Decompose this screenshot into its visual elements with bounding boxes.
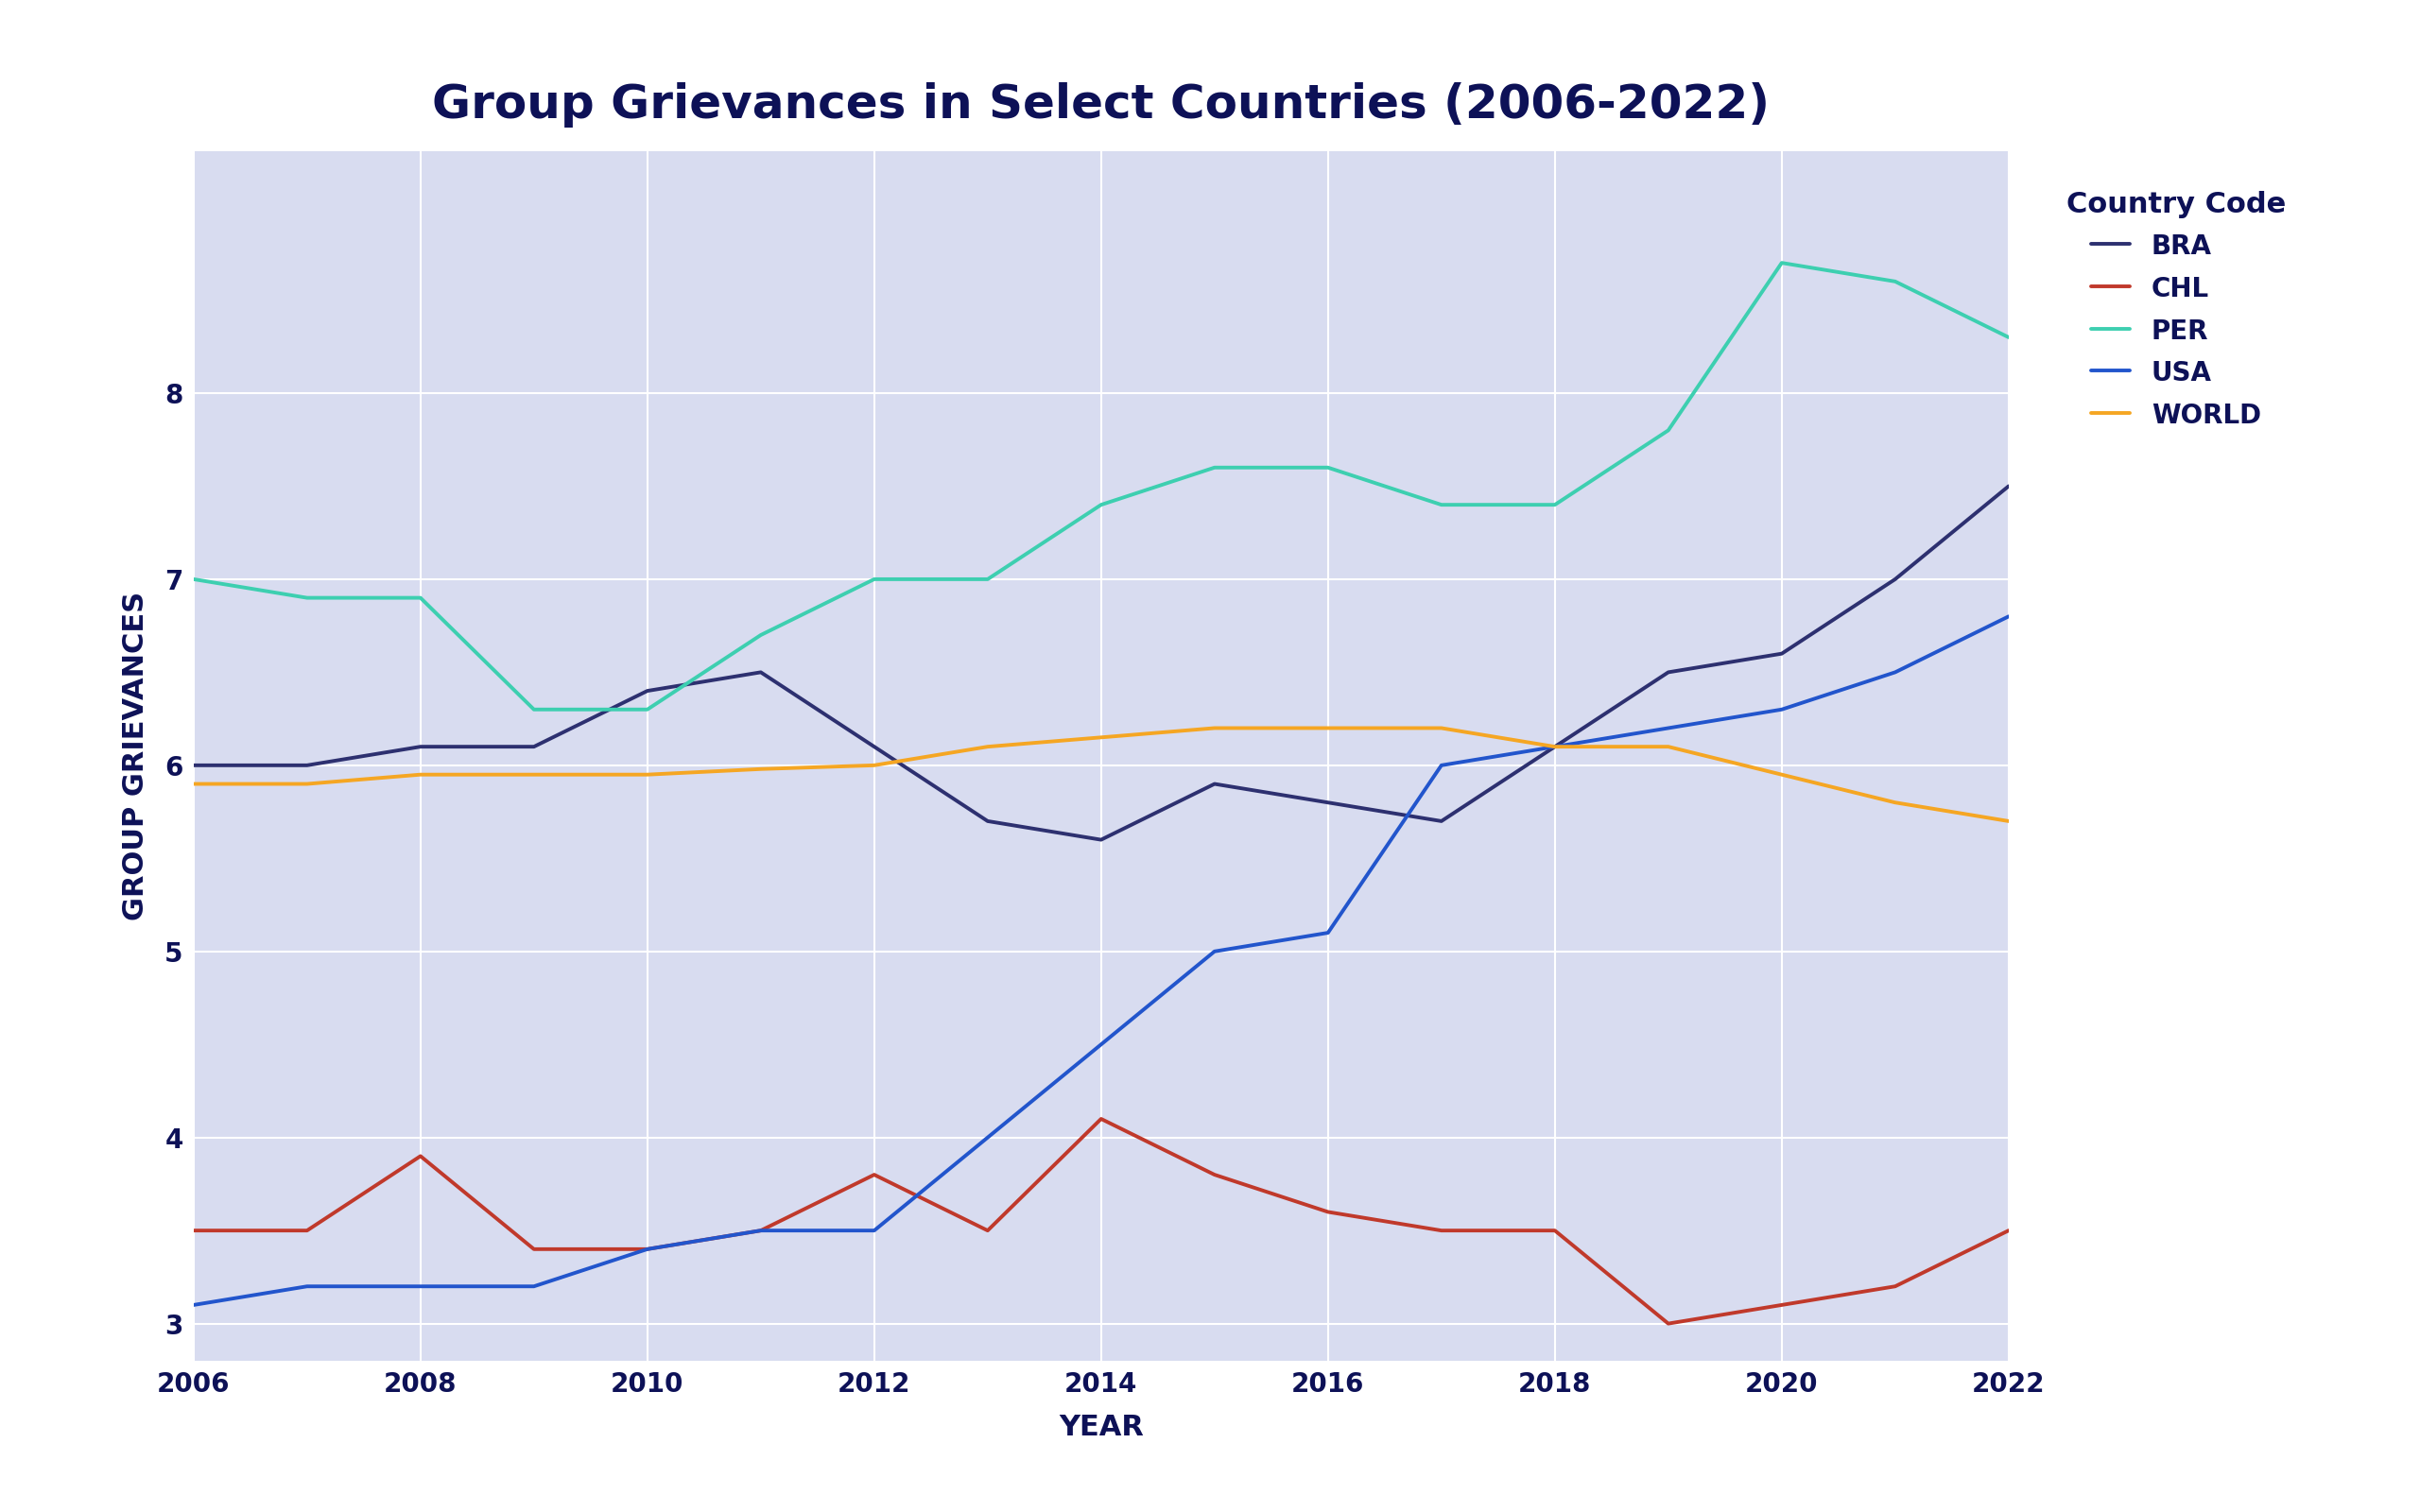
USA xyxy=(973,1128,1002,1146)
BRA xyxy=(632,682,661,700)
WORLD xyxy=(1880,794,1909,812)
USA xyxy=(520,1278,549,1296)
PER xyxy=(1087,496,1116,514)
PER xyxy=(520,700,549,718)
BRA xyxy=(745,664,774,682)
WORLD xyxy=(1200,720,1229,738)
WORLD xyxy=(293,774,322,792)
WORLD xyxy=(1314,720,1343,738)
Legend: BRA, CHL, PER, USA, WORLD: BRA, CHL, PER, USA, WORLD xyxy=(2040,165,2311,455)
Line: USA: USA xyxy=(194,617,2009,1305)
PER xyxy=(1767,254,1796,272)
WORLD xyxy=(1767,765,1796,783)
BRA xyxy=(1314,794,1343,812)
CHL xyxy=(179,1222,208,1240)
Line: PER: PER xyxy=(194,263,2009,709)
BRA xyxy=(293,756,322,774)
USA xyxy=(1428,756,1457,774)
CHL xyxy=(1200,1166,1229,1184)
BRA xyxy=(1653,664,1682,682)
BRA xyxy=(859,738,888,756)
PER xyxy=(407,588,436,606)
USA xyxy=(1539,738,1568,756)
WORLD xyxy=(1994,812,2023,830)
USA xyxy=(1200,942,1229,960)
WORLD xyxy=(520,765,549,783)
PER xyxy=(1880,272,1909,290)
WORLD xyxy=(632,765,661,783)
Title: Group Grievances in Select Countries (2006-2022): Group Grievances in Select Countries (20… xyxy=(433,83,1769,129)
PER xyxy=(973,570,1002,588)
BRA xyxy=(1539,738,1568,756)
USA xyxy=(1314,924,1343,942)
BRA xyxy=(1767,644,1796,662)
USA xyxy=(1880,664,1909,682)
WORLD xyxy=(1539,738,1568,756)
CHL xyxy=(407,1148,436,1166)
USA xyxy=(1994,608,2023,626)
CHL xyxy=(632,1240,661,1258)
USA xyxy=(407,1278,436,1296)
Line: WORLD: WORLD xyxy=(194,729,2009,821)
PER xyxy=(1428,496,1457,514)
CHL xyxy=(1314,1204,1343,1222)
BRA xyxy=(1087,830,1116,848)
PER xyxy=(1653,422,1682,440)
WORLD xyxy=(973,738,1002,756)
PER xyxy=(1994,328,2023,346)
BRA xyxy=(1200,774,1229,792)
BRA xyxy=(520,738,549,756)
USA xyxy=(745,1222,774,1240)
USA xyxy=(859,1222,888,1240)
PER xyxy=(1314,458,1343,476)
CHL xyxy=(745,1222,774,1240)
USA xyxy=(1653,720,1682,738)
PER xyxy=(1200,458,1229,476)
CHL xyxy=(1539,1222,1568,1240)
CHL xyxy=(1767,1296,1796,1314)
CHL xyxy=(859,1166,888,1184)
USA xyxy=(293,1278,322,1296)
BRA xyxy=(973,812,1002,830)
USA xyxy=(1767,700,1796,718)
CHL xyxy=(1880,1278,1909,1296)
BRA xyxy=(407,738,436,756)
Y-axis label: GROUP GRIEVANCES: GROUP GRIEVANCES xyxy=(121,591,150,921)
CHL xyxy=(1653,1314,1682,1332)
CHL xyxy=(1994,1222,2023,1240)
USA xyxy=(179,1296,208,1314)
CHL xyxy=(520,1240,549,1258)
PER xyxy=(293,588,322,606)
CHL xyxy=(973,1222,1002,1240)
WORLD xyxy=(859,756,888,774)
PER xyxy=(859,570,888,588)
WORLD xyxy=(1428,720,1457,738)
PER xyxy=(179,570,208,588)
BRA xyxy=(1994,478,2023,496)
BRA xyxy=(1428,812,1457,830)
PER xyxy=(1539,496,1568,514)
USA xyxy=(1087,1036,1116,1054)
USA xyxy=(632,1240,661,1258)
CHL xyxy=(293,1222,322,1240)
WORLD xyxy=(1087,729,1116,747)
PER xyxy=(632,700,661,718)
CHL xyxy=(1087,1110,1116,1128)
X-axis label: YEAR: YEAR xyxy=(1058,1414,1145,1441)
WORLD xyxy=(745,761,774,779)
Line: CHL: CHL xyxy=(194,1119,2009,1323)
BRA xyxy=(179,756,208,774)
WORLD xyxy=(1653,738,1682,756)
WORLD xyxy=(179,774,208,792)
PER xyxy=(745,626,774,644)
CHL xyxy=(1428,1222,1457,1240)
Line: BRA: BRA xyxy=(194,487,2009,839)
BRA xyxy=(1880,570,1909,588)
WORLD xyxy=(407,765,436,783)
